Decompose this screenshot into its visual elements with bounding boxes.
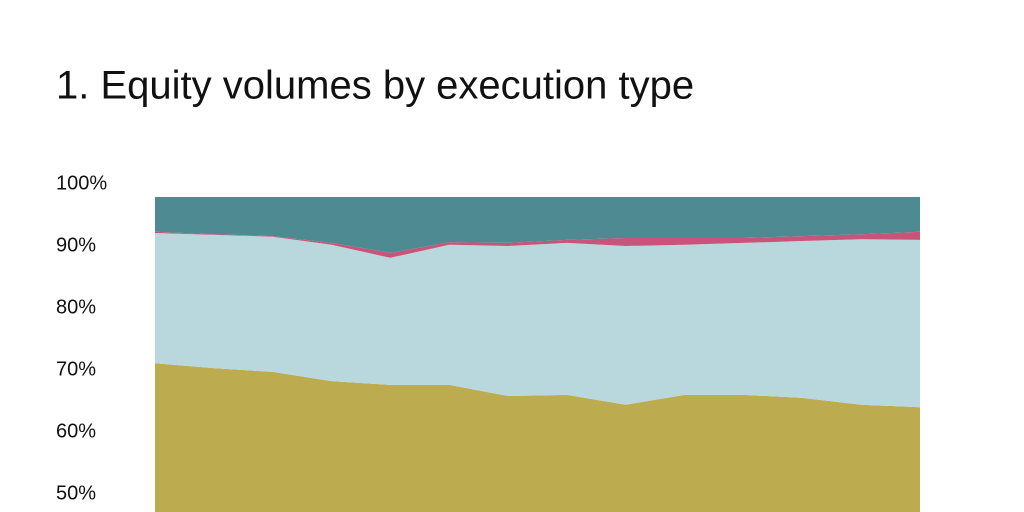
chart-title: 1. Equity volumes by execution type (56, 64, 694, 108)
area (155, 231, 920, 258)
y-tick-label: 80% (56, 297, 96, 319)
y-tick-label: 100% (56, 173, 107, 195)
y-tick-label: 70% (56, 359, 96, 381)
area (155, 363, 920, 512)
area (155, 197, 920, 253)
area (155, 233, 920, 408)
y-tick-label: 90% (56, 235, 96, 257)
y-tick-label: 60% (56, 421, 96, 443)
y-tick-label: 50% (56, 483, 96, 505)
